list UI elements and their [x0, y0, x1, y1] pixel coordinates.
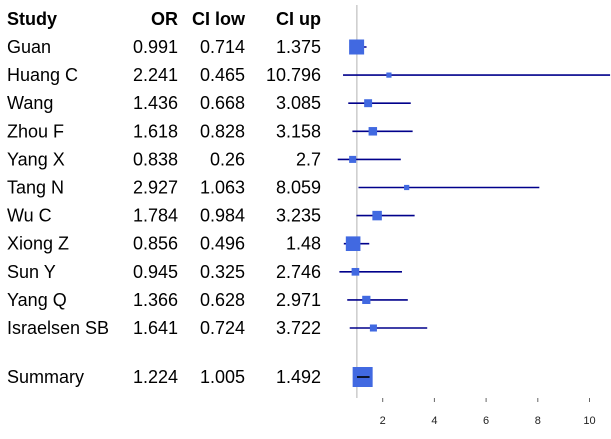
summary-ci-up: 1.492: [276, 367, 321, 387]
x-axis: 2 4 6 8 10: [380, 398, 596, 427]
study-label: Guan: [7, 37, 51, 57]
x-tick-label: 2: [380, 415, 386, 427]
estimate-box: [404, 184, 410, 191]
ci-low-value: 0.465: [200, 65, 245, 85]
study-label: Huang C: [7, 65, 78, 85]
study-label: Tang N: [7, 178, 64, 198]
odds-ratio-value: 1.641: [133, 318, 178, 338]
estimate-box: [368, 127, 378, 136]
ci-low-value: 0.668: [200, 93, 245, 113]
ci-low-value: 0.828: [200, 121, 245, 141]
study-label: Wu C: [7, 206, 52, 226]
estimate-box: [349, 39, 365, 55]
ci-up-value: 3.158: [276, 121, 321, 141]
odds-ratio-value: 2.241: [133, 65, 178, 85]
ci-up-value: 2.971: [276, 290, 321, 310]
ci-up-value: 2.746: [276, 262, 321, 282]
ci-low-value: 0.496: [200, 234, 245, 254]
ci-low-value: 0.628: [200, 290, 245, 310]
x-tick-label: 6: [483, 415, 489, 427]
ci-low-value: 0.325: [200, 262, 245, 282]
ci-up-value: 8.059: [276, 178, 321, 198]
odds-ratio-value: 0.856: [133, 234, 178, 254]
ci-low-value: 0.724: [200, 318, 245, 338]
header-or: OR: [151, 9, 178, 29]
ci-low-value: 0.714: [200, 37, 245, 57]
ci-up-value: 3.235: [276, 206, 321, 226]
header-ci-up: CI up: [276, 9, 321, 29]
odds-ratio-value: 1.366: [133, 290, 178, 310]
x-tick-label: 8: [535, 415, 541, 427]
study-label: Zhou F: [7, 121, 64, 141]
ci-low-value: 0.26: [210, 149, 245, 169]
odds-ratio-value: 1.618: [133, 121, 178, 141]
header-ci-low: CI low: [192, 9, 246, 29]
study-label: Wang: [7, 93, 53, 113]
ci-up-value: 2.7: [296, 149, 321, 169]
study-label: Yang X: [7, 149, 65, 169]
odds-ratio-value: 0.991: [133, 37, 178, 57]
ci-up-value: 3.085: [276, 93, 321, 113]
study-table: Study OR CI low CI up Guan 0.991 0.714 1.375 Hua…: [7, 9, 321, 387]
ci-low-value: 1.063: [200, 178, 245, 198]
estimate-box: [362, 295, 371, 305]
summary-or: 1.224: [133, 367, 178, 387]
estimate-box: [386, 72, 392, 78]
estimate-box: [372, 210, 382, 221]
ci-up-value: 1.375: [276, 37, 321, 57]
study-label: Sun Y: [7, 262, 56, 282]
ci-up-value: 3.722: [276, 318, 321, 338]
odds-ratio-value: 2.927: [133, 178, 178, 198]
ci-low-value: 0.984: [200, 206, 245, 226]
estimate-box: [351, 267, 360, 276]
x-tick-label: 10: [583, 415, 595, 427]
estimate-box: [369, 324, 377, 332]
odds-ratio-value: 1.784: [133, 206, 178, 226]
header-study: Study: [7, 9, 57, 29]
study-label: Israelsen SB: [7, 318, 109, 338]
study-label: Xiong Z: [7, 234, 69, 254]
estimate-box: [345, 236, 361, 252]
ci-up-value: 10.796: [266, 65, 321, 85]
odds-ratio-value: 0.945: [133, 262, 178, 282]
odds-ratio-value: 0.838: [133, 149, 178, 169]
summary-ci-low: 1.005: [200, 367, 245, 387]
x-tick-label: 4: [431, 415, 437, 427]
estimate-box: [349, 155, 357, 163]
study-label: Yang Q: [7, 290, 67, 310]
ci-up-value: 1.48: [286, 234, 321, 254]
plot-area: [337, 5, 611, 398]
odds-ratio-value: 1.436: [133, 93, 178, 113]
summary-label: Summary: [7, 367, 84, 387]
estimate-box: [364, 99, 373, 108]
